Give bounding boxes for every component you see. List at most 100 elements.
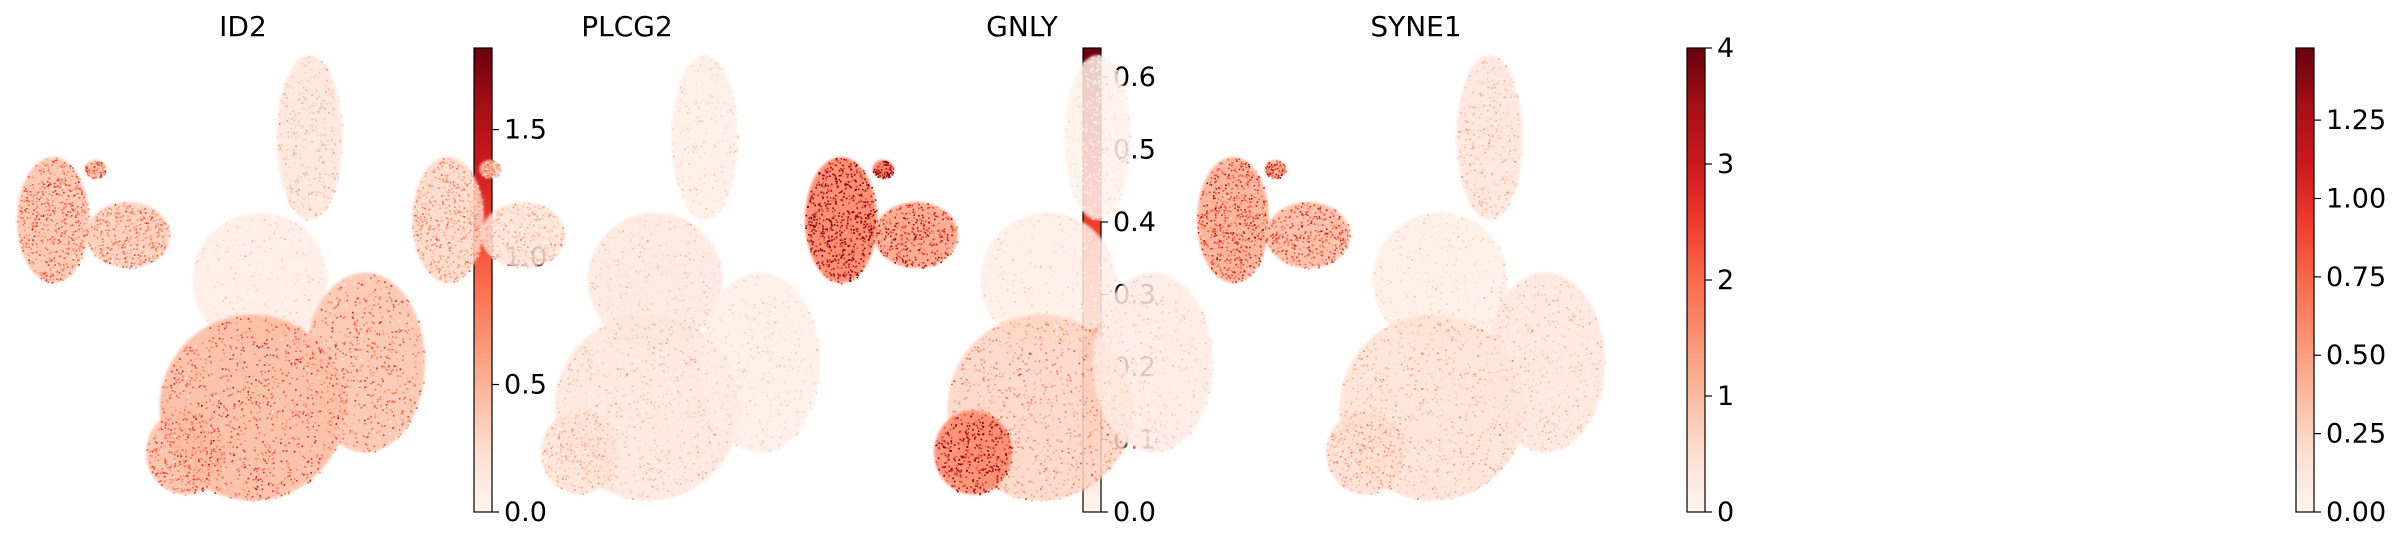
cell-point (68, 189, 70, 191)
cell-point (301, 240, 303, 243)
cell-point (331, 141, 333, 144)
cell-point (371, 358, 373, 361)
cell-point (386, 357, 389, 359)
cell-point (265, 302, 268, 304)
cell-point (443, 160, 446, 162)
cell-point (305, 127, 307, 130)
cell-point (283, 429, 286, 431)
cell-point (251, 336, 254, 339)
cell-point (292, 130, 294, 132)
cell-point (150, 457, 153, 459)
cell-point (356, 369, 358, 371)
cell-point (224, 255, 227, 257)
cell-point (253, 221, 256, 223)
cell-point (96, 162, 98, 164)
cell-point (363, 450, 365, 452)
cell-point (332, 108, 335, 110)
cell-point (22, 245, 25, 247)
cell-point (298, 179, 301, 182)
cell-point (294, 153, 297, 155)
cell-point (61, 250, 63, 252)
cell-point (404, 330, 407, 332)
cell-point (57, 193, 59, 195)
cell-point (65, 184, 68, 186)
cell-point (284, 121, 286, 123)
cell-point (306, 130, 308, 132)
cell-point (144, 237, 146, 239)
cell-point (295, 157, 298, 159)
cell-point (150, 463, 153, 466)
cell-point (306, 476, 308, 479)
cell-point (387, 372, 389, 375)
cell-point (217, 420, 220, 422)
cell-point (133, 262, 136, 265)
cell-point (136, 244, 138, 246)
cell-point (93, 234, 95, 237)
cell-point (121, 232, 123, 235)
cell-point (293, 207, 295, 210)
cell-point (362, 284, 364, 286)
cell-point (44, 236, 47, 238)
cell-point (326, 352, 329, 354)
cell-point (373, 342, 376, 345)
cell-point (321, 81, 323, 84)
cell-point (296, 346, 299, 349)
cell-point (53, 260, 56, 263)
cell-point (258, 380, 260, 383)
cell-point (312, 403, 315, 405)
cell-point (213, 450, 216, 453)
cell-point (145, 222, 148, 224)
cell-point (297, 99, 300, 102)
cell-point (400, 300, 403, 303)
cell-point (343, 423, 346, 425)
cell-point (175, 449, 177, 452)
cell-point (460, 179, 463, 181)
cell-point (265, 343, 268, 345)
cell-point (447, 245, 450, 248)
cell-point (409, 338, 411, 340)
cell-point (254, 396, 256, 399)
cell-point (86, 167, 88, 169)
cell-point (86, 170, 89, 173)
cell-point (40, 244, 43, 246)
cell-point (75, 242, 77, 245)
cell-point (43, 254, 46, 257)
cell-point (401, 413, 404, 416)
cell-point (299, 452, 301, 454)
cell-point (179, 424, 182, 427)
cell-point (321, 350, 324, 353)
cell-point (47, 229, 49, 231)
cell-point (310, 68, 313, 71)
cell-point (102, 166, 104, 169)
cell-point (335, 357, 337, 360)
cell-point (49, 206, 51, 208)
cell-point (66, 257, 68, 259)
cell-point (338, 438, 341, 441)
cell-point (267, 278, 270, 281)
cell-point (352, 360, 355, 362)
cell-point (159, 228, 161, 231)
cell-point (288, 231, 290, 233)
cell-point (308, 61, 310, 64)
cell-point (286, 103, 288, 106)
cell-point (341, 151, 344, 154)
cell-point (210, 456, 213, 459)
cell-point (219, 488, 221, 490)
cell-point (237, 267, 240, 270)
cell-point (352, 407, 354, 409)
cell-point (335, 383, 338, 385)
cell-point (285, 309, 287, 312)
cell-point (447, 180, 449, 183)
cell-point (241, 301, 244, 304)
cell-point (370, 330, 372, 332)
cell-point (237, 218, 240, 220)
cell-point (280, 442, 282, 444)
cell-point (201, 258, 204, 260)
cell-point (241, 374, 244, 376)
cell-point (426, 235, 429, 238)
cell-point (272, 354, 275, 357)
cell-point (404, 396, 407, 399)
cell-point (284, 114, 286, 117)
cell-point (290, 364, 293, 367)
cell-point (218, 332, 221, 335)
